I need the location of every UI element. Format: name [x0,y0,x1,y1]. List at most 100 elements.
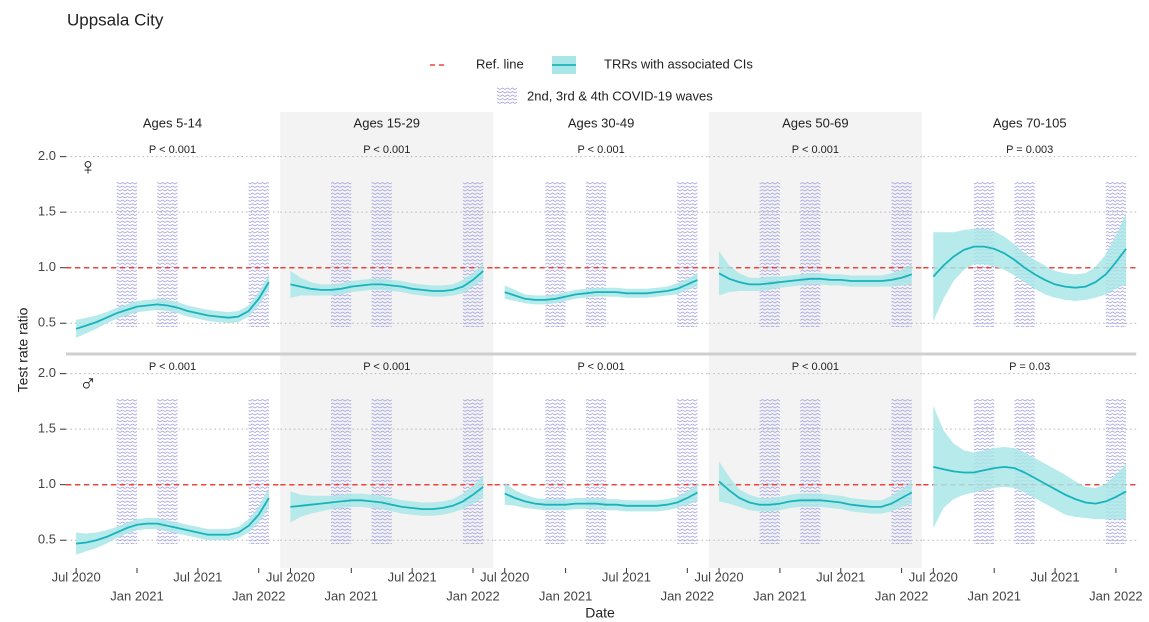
wave-band [891,182,912,327]
x-axis-label: Date [585,605,615,621]
x-tick-label: Jan 2022 [232,588,286,603]
wave-band [545,182,566,327]
wave-band [157,399,178,544]
ci-band [719,461,912,514]
panel: P < 0.001 [494,144,708,327]
wave-band [800,182,821,327]
ci-band [933,405,1127,528]
legend-label: TRRs with associated CIs [604,56,753,71]
legend-wave-swatch [497,87,517,105]
p-value: P < 0.001 [577,144,624,156]
trr-line [933,465,1127,505]
p-value: P = 0.03 [1009,361,1050,373]
column-header: Ages 70-105 [993,115,1067,130]
ci-band [76,488,269,555]
panel: P < 0.001 [280,361,494,544]
p-value: P < 0.001 [149,144,196,156]
y-tick-label: 0.5 [38,532,56,547]
p-value: P = 0.003 [1006,144,1053,156]
wave-band [677,182,698,327]
y-tick-label: 2.0 [38,365,56,380]
y-tick-label: 1.0 [38,259,56,274]
ci-band [290,475,484,523]
x-tick-label: Jan 2022 [875,588,929,603]
y-tick-label: 1.5 [38,204,56,219]
panel: P < 0.001 [708,361,922,544]
wave-band [545,399,566,544]
panel: P < 0.001 [66,361,279,555]
wave-band [331,182,352,327]
p-value: P < 0.001 [149,361,196,373]
panel: P = 0.003 [923,144,1137,327]
p-value: P < 0.001 [577,361,624,373]
p-value: P < 0.001 [363,361,410,373]
trr-line [76,497,270,545]
x-tick-label: Jul 2021 [173,569,222,584]
x-tick-label: Jan 2021 [539,588,593,603]
column-header: Ages 30-49 [568,115,635,130]
x-tick-label: Jan 2022 [661,588,715,603]
wave-band [585,182,607,327]
column-header: Ages 15-29 [354,115,421,130]
trr-line [718,272,913,286]
x-tick-label: Jan 2022 [446,588,500,603]
legend-label: Ref. line [476,56,524,71]
wave-band [371,399,392,544]
wave-band [331,399,352,544]
wave-band [677,399,698,544]
row-label: ♀ [79,153,97,180]
x-tick-label: Jan 2021 [325,588,379,603]
wave-band [759,399,780,544]
p-value: P < 0.001 [792,361,839,373]
x-tick-label: Jul 2020 [480,569,529,584]
trr-line [504,279,698,301]
wave-band [462,182,484,327]
x-tick-label: Jul 2020 [694,569,743,584]
x-tick-label: Jul 2021 [388,569,437,584]
wave-band [759,182,780,327]
panel: P < 0.001 [494,361,708,544]
x-tick-label: Jan 2022 [1089,588,1143,603]
wave-band [462,399,484,544]
panel: P < 0.001 [66,144,279,338]
column-header: Ages 50-69 [782,115,849,130]
trr-line [504,491,698,507]
row-label: ♂ [79,370,97,397]
ci-band [933,213,1127,321]
trr-line [75,281,270,330]
legend-label: 2nd, 3rd & 4th COVID-19 waves [527,88,713,103]
y-axis-label: Test rate ratio [15,307,31,392]
y-tick-label: 1.5 [38,421,56,436]
wave-band [116,399,137,544]
p-value: P < 0.001 [792,144,839,156]
x-tick-label: Jul 2020 [266,569,315,584]
x-tick-label: Jul 2020 [909,569,958,584]
panel: P = 0.03 [923,361,1137,544]
wave-band [116,182,137,327]
y-tick-label: 2.0 [38,148,56,163]
p-value: P < 0.001 [363,144,410,156]
wave-band [157,182,178,327]
y-tick-label: 0.5 [38,315,56,330]
trr-line [290,270,484,292]
panel: P < 0.001 [280,144,494,327]
trr-line [290,486,484,510]
x-tick-label: Jul 2021 [602,569,651,584]
trr-line [932,245,1127,289]
trr-line [718,480,913,508]
x-tick-label: Jul 2021 [816,569,865,584]
wave-band [585,399,607,544]
column-header: Ages 5-14 [143,115,202,130]
panel: P < 0.001 [708,144,922,327]
ci-band [504,273,698,305]
x-tick-label: Jul 2020 [52,569,101,584]
x-tick-label: Jan 2021 [110,588,164,603]
wave-band [371,182,392,327]
y-tick-label: 1.0 [38,476,56,491]
wave-band [800,399,821,544]
wave-band [891,399,912,544]
chart-title: Uppsala City [67,10,164,29]
x-tick-label: Jan 2021 [753,588,807,603]
